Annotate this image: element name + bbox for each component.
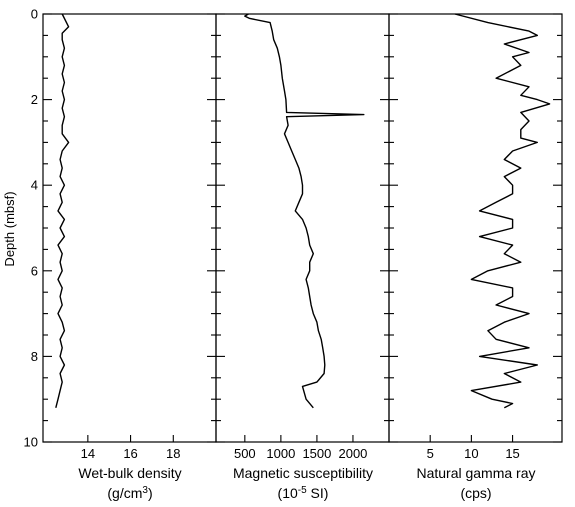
- x-tick-label: 5: [427, 446, 434, 461]
- depth-tick-labels: 0 2 4 6 8 10: [24, 7, 38, 450]
- panel-density: 14 16 18 Wet-bulk density (g/cm3): [42, 13, 217, 501]
- depth-tick-label: 6: [31, 263, 38, 278]
- gamma-curve: [454, 13, 551, 409]
- susceptibility-xlabel-units: (10-5 SI): [278, 485, 329, 501]
- x-tick-label: 16: [123, 446, 137, 461]
- panel-susceptibility: 500 1000 1500 2000 Magnetic susceptibility …: [215, 13, 390, 501]
- density-curve: [55, 13, 70, 408]
- susceptibility-curve: [244, 13, 365, 409]
- density-frame: [42, 13, 217, 443]
- x-tick-label: 1000: [266, 446, 295, 461]
- x-tick-label: 18: [166, 446, 180, 461]
- susceptibility-frame: [215, 13, 390, 443]
- x-tick-label: 15: [505, 446, 519, 461]
- gamma-xlabel: Natural gamma ray: [416, 465, 535, 481]
- depth-tick-label: 10: [24, 435, 38, 450]
- depth-tick-label: 2: [31, 92, 38, 107]
- depth-tick-label: 4: [31, 178, 38, 193]
- y-axis-label: Depth (mbsf): [2, 191, 17, 266]
- x-tick-label: 2000: [338, 446, 367, 461]
- density-xlabel: Wet-bulk density: [78, 465, 181, 481]
- x-tick-label: 500: [234, 446, 256, 461]
- x-tick-label: 14: [81, 446, 95, 461]
- depth-tick-label: 0: [31, 7, 38, 22]
- depth-tick-label: 8: [31, 349, 38, 364]
- x-tick-label: 10: [464, 446, 478, 461]
- panel-gamma: 5 10 15 Natural gamma ray (cps): [388, 13, 563, 501]
- gamma-xlabel-units: (cps): [460, 485, 491, 501]
- density-xlabel-units: (g/cm3): [107, 485, 152, 501]
- x-tick-label: 1500: [302, 446, 331, 461]
- gamma-frame: [388, 13, 563, 443]
- susceptibility-xlabel: Magnetic susceptibility: [233, 465, 373, 481]
